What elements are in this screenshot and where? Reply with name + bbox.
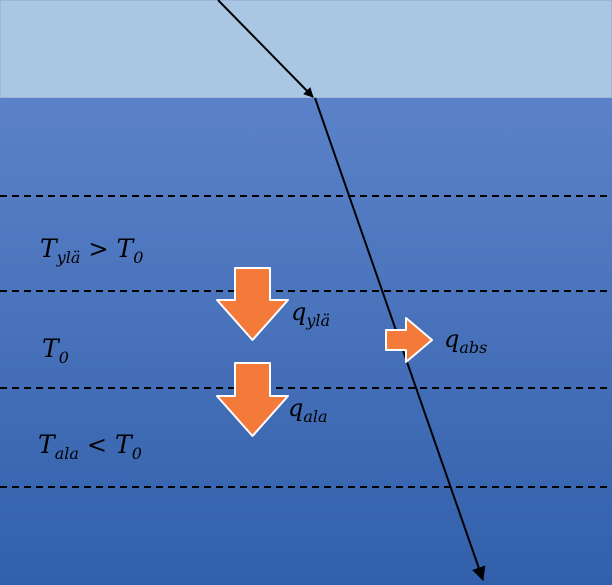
lower-heat-flux-label: qala [288,394,328,426]
lower-layer-temperature-label: Tala < T0 [38,430,142,463]
water-body [0,98,612,585]
heat-flux-lower-down-arrow [216,362,289,437]
middle-layer-temperature-label: T0 [42,334,69,367]
heat-flux-upper-down-arrow [216,267,289,341]
air-layer [0,0,612,99]
absorbed-heat-flux-label: qabs [444,325,488,357]
upper-layer-temperature-label: Tylä > T0 [40,234,144,267]
upper-heat-flux-label: qylä [291,298,331,330]
incident-ray [217,0,314,98]
heat-absorbed-right-arrow [385,317,433,363]
